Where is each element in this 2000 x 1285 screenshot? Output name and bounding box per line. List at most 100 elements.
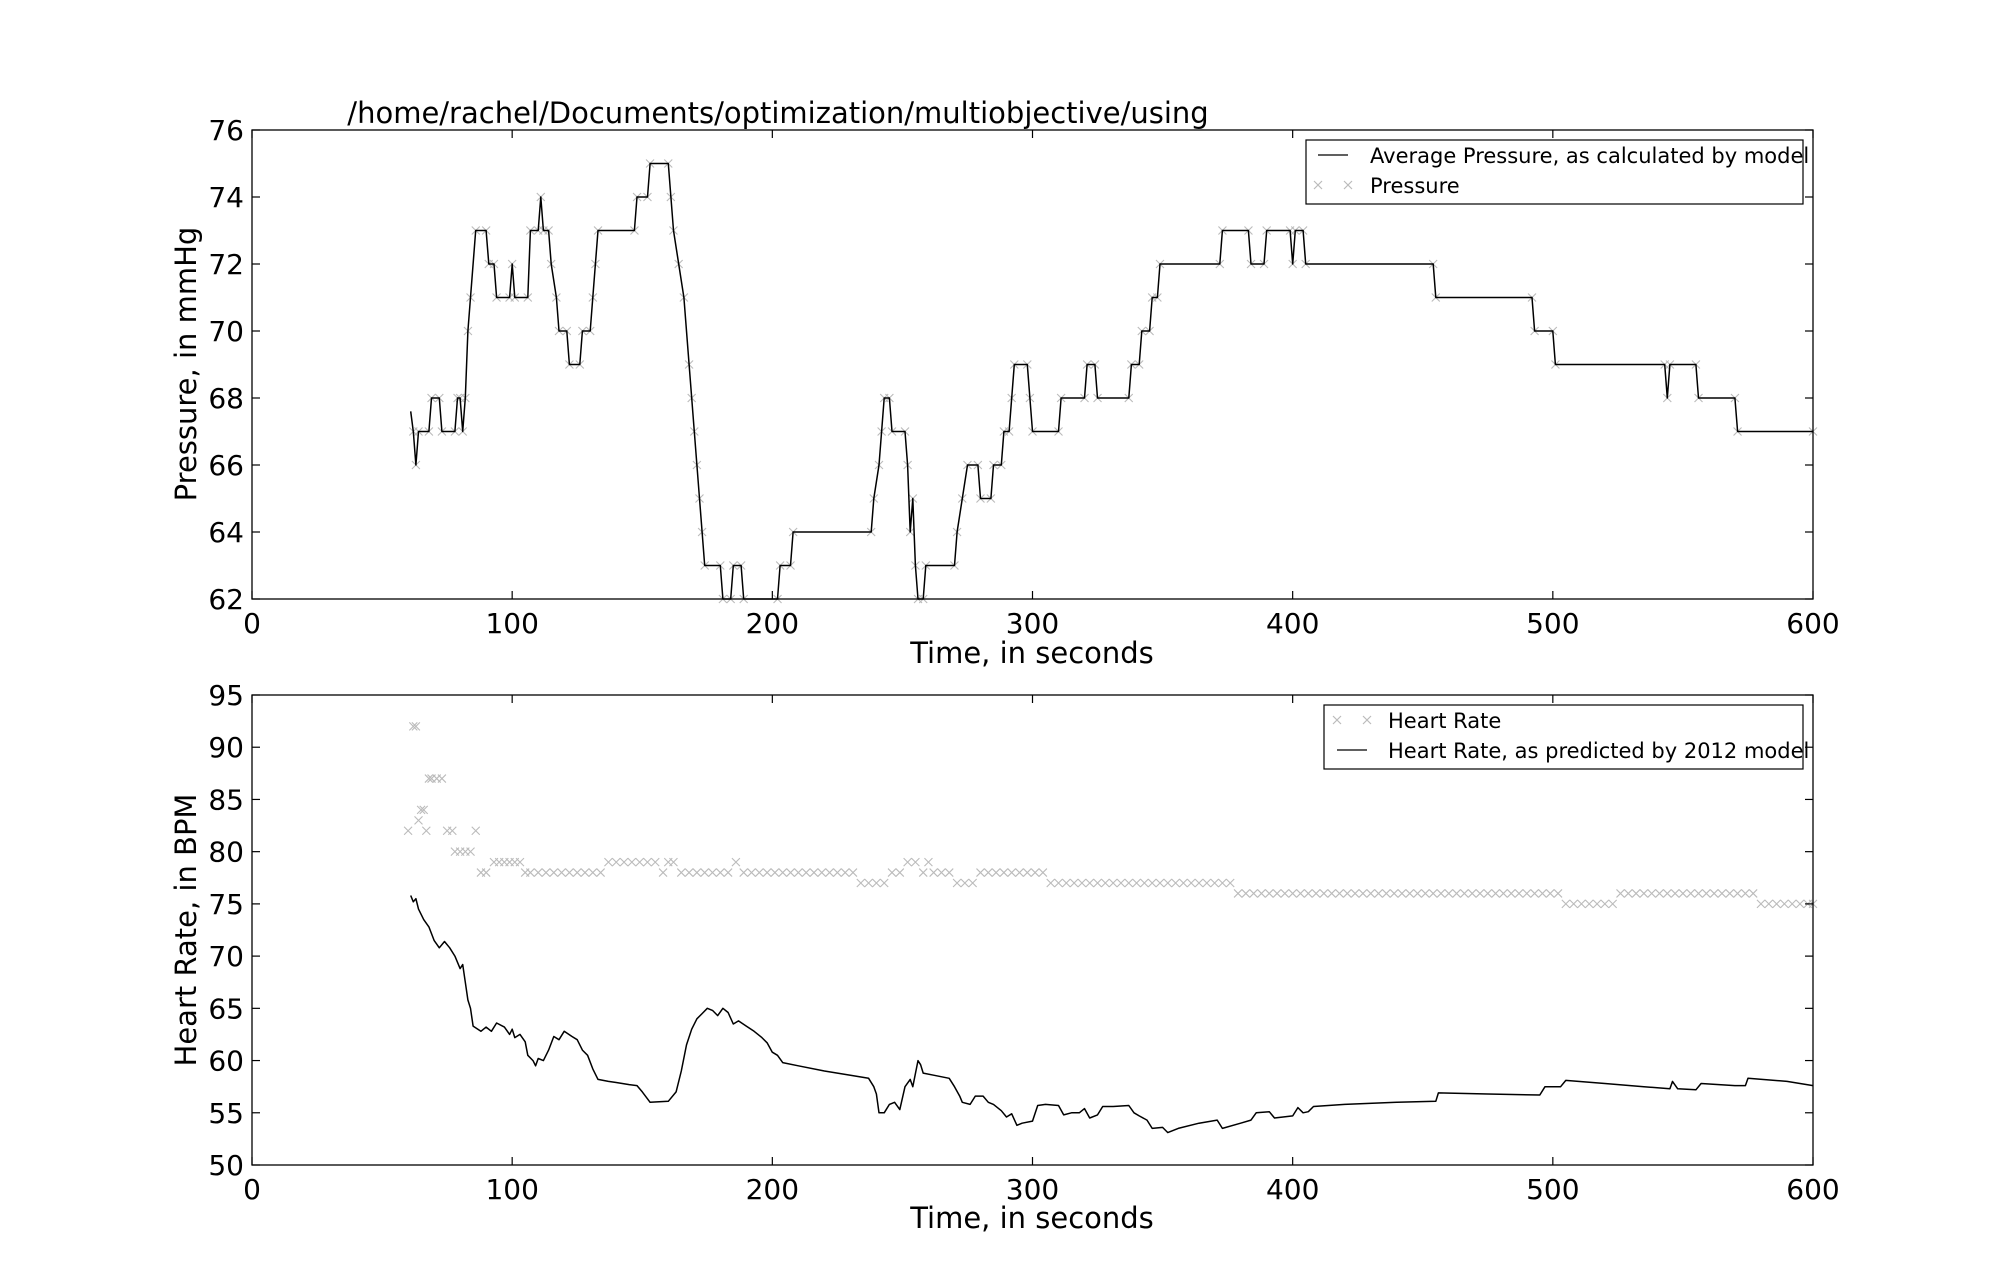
heart-rate-series-line xyxy=(410,895,1814,1134)
heart-rate-data-point-marker xyxy=(692,868,702,877)
pressure-x-tick-label: 400 xyxy=(1266,607,1319,640)
heart-rate-data-point-marker xyxy=(1358,889,1368,898)
heart-rate-data-point-marker xyxy=(1459,889,1469,898)
heart-rate-y-tick-label: 95 xyxy=(208,679,244,712)
heart-rate-data-point-marker xyxy=(817,868,827,877)
heart-rate-y-tick-label: 90 xyxy=(208,731,244,764)
heart-rate-data-point-marker xyxy=(1538,889,1547,898)
heart-rate-data-point-marker xyxy=(635,857,645,867)
heart-rate-data-point-marker xyxy=(1506,889,1516,898)
pressure-legend-box xyxy=(1305,139,1804,205)
heart-rate-x-tick-label: 600 xyxy=(1786,1173,1839,1206)
pressure-legend-marker-swatch xyxy=(1313,180,1353,190)
heart-rate-data-point-marker xyxy=(1225,878,1235,888)
pressure-y-tick-label: 70 xyxy=(208,315,244,348)
heart-rate-data-point-marker xyxy=(1592,899,1602,909)
heart-rate-data-point-marker xyxy=(1756,899,1766,909)
heart-rate-data-point-marker xyxy=(1288,889,1298,898)
heart-rate-data-point-marker xyxy=(1662,889,1672,898)
heart-rate-data-point-marker xyxy=(762,868,772,877)
heart-rate-data-point-marker xyxy=(515,857,525,867)
heart-rate-data-point-marker xyxy=(991,868,1001,877)
heart-rate-data-point-marker xyxy=(1787,899,1797,909)
heart-rate-data-point-marker xyxy=(1366,889,1376,898)
heart-rate-data-point-marker xyxy=(1108,878,1118,888)
heart-rate-data-point-marker xyxy=(1420,889,1430,898)
heart-rate-data-point-marker xyxy=(416,805,426,815)
heart-rate-data-point-marker xyxy=(1475,889,1485,898)
heart-rate-data-point-marker xyxy=(676,868,686,877)
heart-rate-data-point-marker xyxy=(1467,889,1477,898)
heart-rate-data-point-marker xyxy=(669,857,678,867)
heart-rate-data-point-marker xyxy=(968,878,978,888)
heart-rate-data-point-marker xyxy=(1389,889,1399,898)
heart-rate-data-point-marker xyxy=(937,868,946,877)
heart-rate-data-point-marker xyxy=(1491,889,1500,898)
heart-rate-data-point-marker xyxy=(786,868,795,877)
heart-rate-data-point-marker xyxy=(872,878,881,888)
heart-rate-data-point-marker xyxy=(793,868,803,877)
heart-rate-data-point-marker xyxy=(1093,878,1102,888)
heart-rate-data-point-marker xyxy=(1139,878,1149,888)
heart-rate-data-point-marker xyxy=(929,868,939,877)
heart-rate-data-point-marker xyxy=(643,857,652,867)
heart-rate-y-tick-label: 60 xyxy=(208,1045,244,1078)
heart-rate-data-point-marker xyxy=(414,815,423,825)
heart-rate-data-point-marker xyxy=(1218,878,1227,888)
heart-rate-x-tick-label: 500 xyxy=(1526,1173,1579,1206)
heart-rate-data-point-marker xyxy=(708,868,717,877)
heart-rate-data-point-marker xyxy=(903,857,913,867)
heart-rate-data-point-marker xyxy=(658,868,668,877)
heart-rate-data-point-marker xyxy=(1061,878,1071,888)
pressure-y-tick-label: 72 xyxy=(208,248,244,281)
heart-rate-data-point-marker xyxy=(1717,889,1727,898)
heart-rate-data-point-marker xyxy=(1452,889,1461,898)
heart-rate-legend-label-predicted: Heart Rate, as predicted by 2012 model xyxy=(1388,739,1809,763)
heart-rate-data-point-marker xyxy=(466,847,475,857)
heart-rate-data-point-marker xyxy=(1779,899,1789,909)
heart-rate-data-point-marker xyxy=(1202,878,1212,888)
heart-rate-data-point-marker xyxy=(447,826,457,836)
heart-rate-data-point-marker xyxy=(1631,889,1641,898)
heart-rate-data-point-marker xyxy=(1319,889,1329,898)
pressure-x-ticks: 0 100 200 300 400 500 600 xyxy=(243,130,1840,640)
heart-rate-y-tick-label: 55 xyxy=(208,1097,244,1130)
heart-rate-data-point-marker xyxy=(1483,889,1493,898)
pressure-x-tick-label: 100 xyxy=(485,607,538,640)
pressure-series-average-line xyxy=(409,162,1813,600)
heart-rate-data-point-marker xyxy=(1210,878,1220,888)
heart-rate-data-point-marker xyxy=(1569,899,1579,909)
heart-rate-data-point-marker xyxy=(1639,889,1649,898)
heart-rate-data-point-marker xyxy=(1686,889,1696,898)
heart-rate-data-point-marker xyxy=(1069,878,1079,888)
heart-rate-data-point-marker xyxy=(1186,878,1196,888)
heart-rate-data-point-marker xyxy=(1007,868,1017,877)
heart-rate-y-tick-label: 80 xyxy=(208,836,244,869)
heart-rate-x-tick-label: 300 xyxy=(1006,1173,1059,1206)
heart-rate-data-point-marker xyxy=(1100,878,1110,888)
heart-rate-data-point-marker xyxy=(1303,889,1313,898)
heart-rate-data-point-marker xyxy=(611,857,621,867)
heart-rate-data-point-marker xyxy=(403,826,413,836)
pressure-y-tick-label: 68 xyxy=(208,382,244,415)
pressure-x-tick-label: 500 xyxy=(1526,607,1579,640)
heart-rate-x-tick-label: 0 xyxy=(243,1173,261,1206)
heart-rate-data-point-marker xyxy=(864,878,873,888)
heart-rate-x-axis-label: Time, in seconds xyxy=(909,1201,1154,1235)
heart-rate-data-point-marker xyxy=(1335,889,1344,898)
heart-rate-data-point-marker xyxy=(770,868,780,877)
heart-rate-data-point-marker xyxy=(1600,899,1610,909)
heart-rate-data-point-marker xyxy=(541,868,551,877)
heart-rate-data-point-marker xyxy=(1709,889,1719,898)
heart-rate-data-point-marker xyxy=(1740,889,1750,898)
heart-rate-data-point-marker xyxy=(684,868,694,877)
heart-rate-data-point-marker xyxy=(1655,889,1664,898)
heart-rate-data-point-marker xyxy=(887,868,897,877)
pressure-x-tick-label: 0 xyxy=(243,607,261,640)
heart-rate-data-point-marker xyxy=(1772,899,1781,909)
heart-rate-data-point-marker xyxy=(1545,889,1555,898)
heart-rate-data-point-marker xyxy=(754,868,764,877)
heart-rate-data-point-marker xyxy=(525,868,535,877)
heart-rate-data-point-marker xyxy=(1327,889,1337,898)
heart-rate-data-point-marker xyxy=(1499,889,1508,898)
